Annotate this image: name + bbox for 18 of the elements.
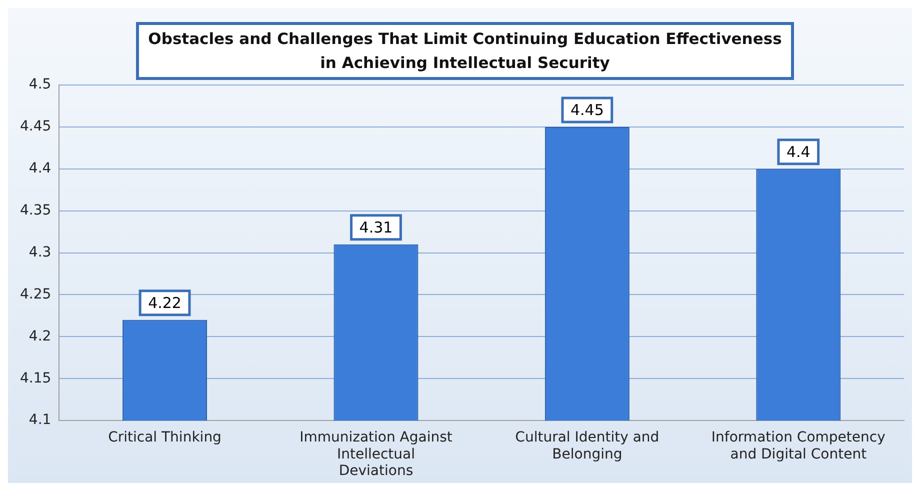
data-label: 4.22 xyxy=(148,294,182,312)
y-tick-label: 4.2 xyxy=(28,328,52,344)
y-tick-label: 4.4 xyxy=(28,160,52,177)
data-label: 4.4 xyxy=(786,142,810,161)
y-tick-label: 4.45 xyxy=(20,118,52,135)
x-tick-label: Critical Thinking xyxy=(108,430,222,446)
y-tick-label: 4.15 xyxy=(20,370,52,386)
y-tick-label: 4.5 xyxy=(28,76,52,93)
y-tick-label: 4.3 xyxy=(28,244,52,260)
x-tick-label: Immunization Against Intellectual Deviations xyxy=(300,430,453,480)
x-tick-label: Information Competency and Digital Content xyxy=(711,430,886,462)
chart-title: Obstacles and Challenges That Limit Continuing Education Effectiveness in Achieving Intellectual Security xyxy=(136,22,794,80)
x-tick-label: Cultural Identity and Belonging xyxy=(515,430,660,462)
data-label: 4.31 xyxy=(359,218,393,236)
y-tick-label: 4.35 xyxy=(20,202,52,218)
data-label: 4.45 xyxy=(570,100,604,119)
y-tick-label: 4.1 xyxy=(28,412,52,428)
y-tick-label: 4.25 xyxy=(20,286,52,302)
